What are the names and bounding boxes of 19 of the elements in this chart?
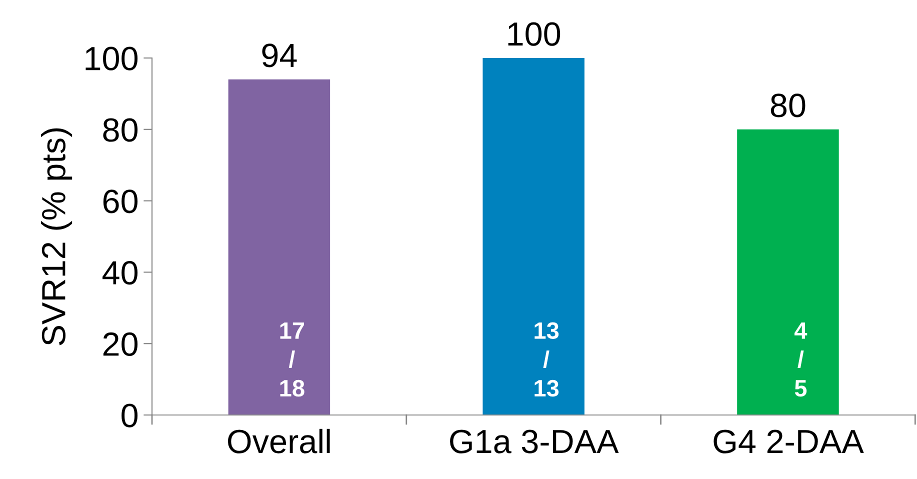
y-tick-label: 60 (103, 190, 138, 214)
y-tick-label: 100 (86, 46, 138, 70)
bar (228, 79, 330, 415)
y-tick-label: 0 (122, 404, 138, 428)
y-tick-label: 20 (103, 332, 138, 356)
bar (737, 129, 839, 415)
data-label: 80 (770, 94, 806, 118)
y-tick-label: 40 (102, 261, 138, 285)
x-tick-label: G4 2-DAA (714, 430, 864, 454)
data-label: 94 (262, 44, 297, 68)
bar (482, 58, 584, 415)
x-tick-label: G1a 3-DAA (450, 430, 619, 454)
annotation: 17 / 18 (280, 322, 304, 397)
annotation: 13 / 13 (534, 322, 559, 397)
y-axis-title: SVR12 (% pts) (41, 128, 72, 346)
y-tick-label: 80 (103, 118, 138, 142)
data-label: 100 (508, 22, 560, 46)
x-tick-label: Overall (228, 428, 330, 454)
annotation: 4 / 5 (794, 322, 808, 397)
